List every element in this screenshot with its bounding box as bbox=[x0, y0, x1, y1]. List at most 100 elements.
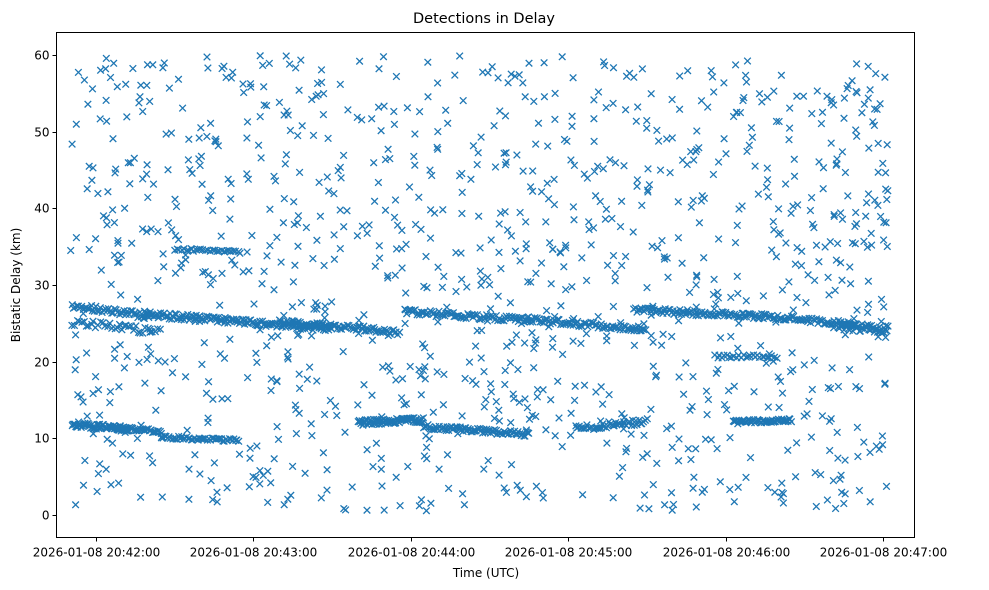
data-point bbox=[320, 314, 329, 322]
data-point bbox=[93, 487, 101, 496]
data-point bbox=[792, 439, 801, 447]
data-point bbox=[213, 488, 221, 497]
data-point bbox=[270, 172, 278, 181]
data-point bbox=[882, 218, 890, 227]
data-point bbox=[119, 450, 127, 458]
data-point bbox=[161, 358, 169, 366]
data-point bbox=[788, 349, 796, 357]
data-point bbox=[591, 192, 600, 200]
data-point bbox=[221, 313, 229, 322]
data-point bbox=[727, 353, 735, 362]
data-point bbox=[507, 70, 515, 78]
data-point bbox=[294, 242, 302, 251]
data-point bbox=[111, 169, 119, 177]
data-point bbox=[758, 98, 766, 106]
data-point bbox=[731, 61, 740, 69]
data-point bbox=[469, 427, 478, 435]
data-point bbox=[593, 162, 602, 171]
data-point bbox=[828, 364, 836, 372]
data-point bbox=[434, 127, 442, 136]
data-point bbox=[419, 414, 428, 422]
data-point bbox=[620, 161, 628, 170]
data-point bbox=[714, 365, 722, 374]
data-point bbox=[115, 383, 123, 391]
data-point bbox=[363, 229, 371, 238]
data-point bbox=[774, 205, 783, 213]
data-point bbox=[689, 156, 698, 164]
data-point bbox=[513, 151, 521, 159]
data-point bbox=[353, 113, 362, 122]
data-point bbox=[831, 286, 839, 295]
data-point bbox=[566, 431, 575, 440]
data-point bbox=[495, 417, 504, 425]
data-point bbox=[787, 417, 796, 426]
data-point bbox=[339, 151, 348, 160]
data-point bbox=[850, 314, 858, 323]
data-point bbox=[262, 101, 271, 110]
data-point bbox=[540, 92, 549, 101]
data-point bbox=[501, 161, 510, 169]
data-point bbox=[258, 61, 267, 70]
data-point bbox=[662, 424, 671, 433]
data-point bbox=[377, 465, 386, 473]
data-point bbox=[702, 387, 711, 395]
data-point bbox=[829, 476, 838, 485]
data-point bbox=[834, 382, 843, 391]
data-point bbox=[405, 183, 414, 191]
data-point bbox=[575, 322, 583, 331]
data-point bbox=[77, 393, 85, 401]
data-point bbox=[455, 52, 464, 60]
data-point bbox=[874, 201, 882, 210]
data-point bbox=[825, 446, 834, 455]
data-point bbox=[426, 166, 434, 174]
data-point bbox=[452, 287, 460, 296]
data-point bbox=[769, 217, 778, 226]
data-point bbox=[490, 414, 499, 423]
data-point bbox=[282, 150, 291, 159]
data-point bbox=[380, 506, 388, 514]
data-point bbox=[159, 250, 167, 258]
x-tick-label: 2026-01-08 20:44:00 bbox=[348, 546, 475, 560]
data-point bbox=[802, 298, 810, 307]
data-point bbox=[840, 499, 848, 508]
data-point bbox=[504, 79, 512, 87]
data-point bbox=[771, 488, 779, 496]
data-point bbox=[841, 330, 850, 339]
data-point bbox=[471, 342, 480, 350]
data-point bbox=[113, 82, 122, 91]
data-point bbox=[528, 411, 537, 420]
data-point bbox=[217, 232, 225, 240]
data-point bbox=[630, 341, 639, 350]
data-point bbox=[107, 480, 115, 489]
data-point bbox=[833, 239, 842, 248]
data-point bbox=[502, 342, 511, 350]
data-point bbox=[826, 384, 835, 393]
data-point bbox=[602, 103, 610, 112]
data-point bbox=[558, 442, 566, 451]
data-point bbox=[206, 280, 215, 289]
data-point bbox=[526, 278, 535, 286]
data-point bbox=[167, 129, 176, 137]
data-point bbox=[129, 326, 138, 334]
data-point bbox=[488, 62, 496, 71]
data-point bbox=[154, 227, 162, 236]
data-point bbox=[79, 398, 87, 406]
data-point bbox=[95, 411, 104, 419]
data-point bbox=[764, 403, 773, 411]
data-point bbox=[763, 175, 772, 184]
data-point bbox=[853, 423, 862, 432]
data-point bbox=[410, 152, 418, 161]
data-point bbox=[248, 231, 256, 240]
data-point bbox=[287, 491, 295, 500]
data-point bbox=[647, 89, 655, 98]
data-point bbox=[687, 203, 696, 211]
data-point bbox=[654, 137, 663, 145]
data-point bbox=[368, 336, 377, 345]
data-point bbox=[378, 363, 387, 371]
data-point bbox=[590, 114, 598, 123]
data-point bbox=[823, 496, 832, 504]
data-point bbox=[740, 313, 749, 321]
data-point bbox=[71, 366, 79, 374]
data-point bbox=[727, 293, 735, 302]
data-point bbox=[209, 395, 217, 404]
